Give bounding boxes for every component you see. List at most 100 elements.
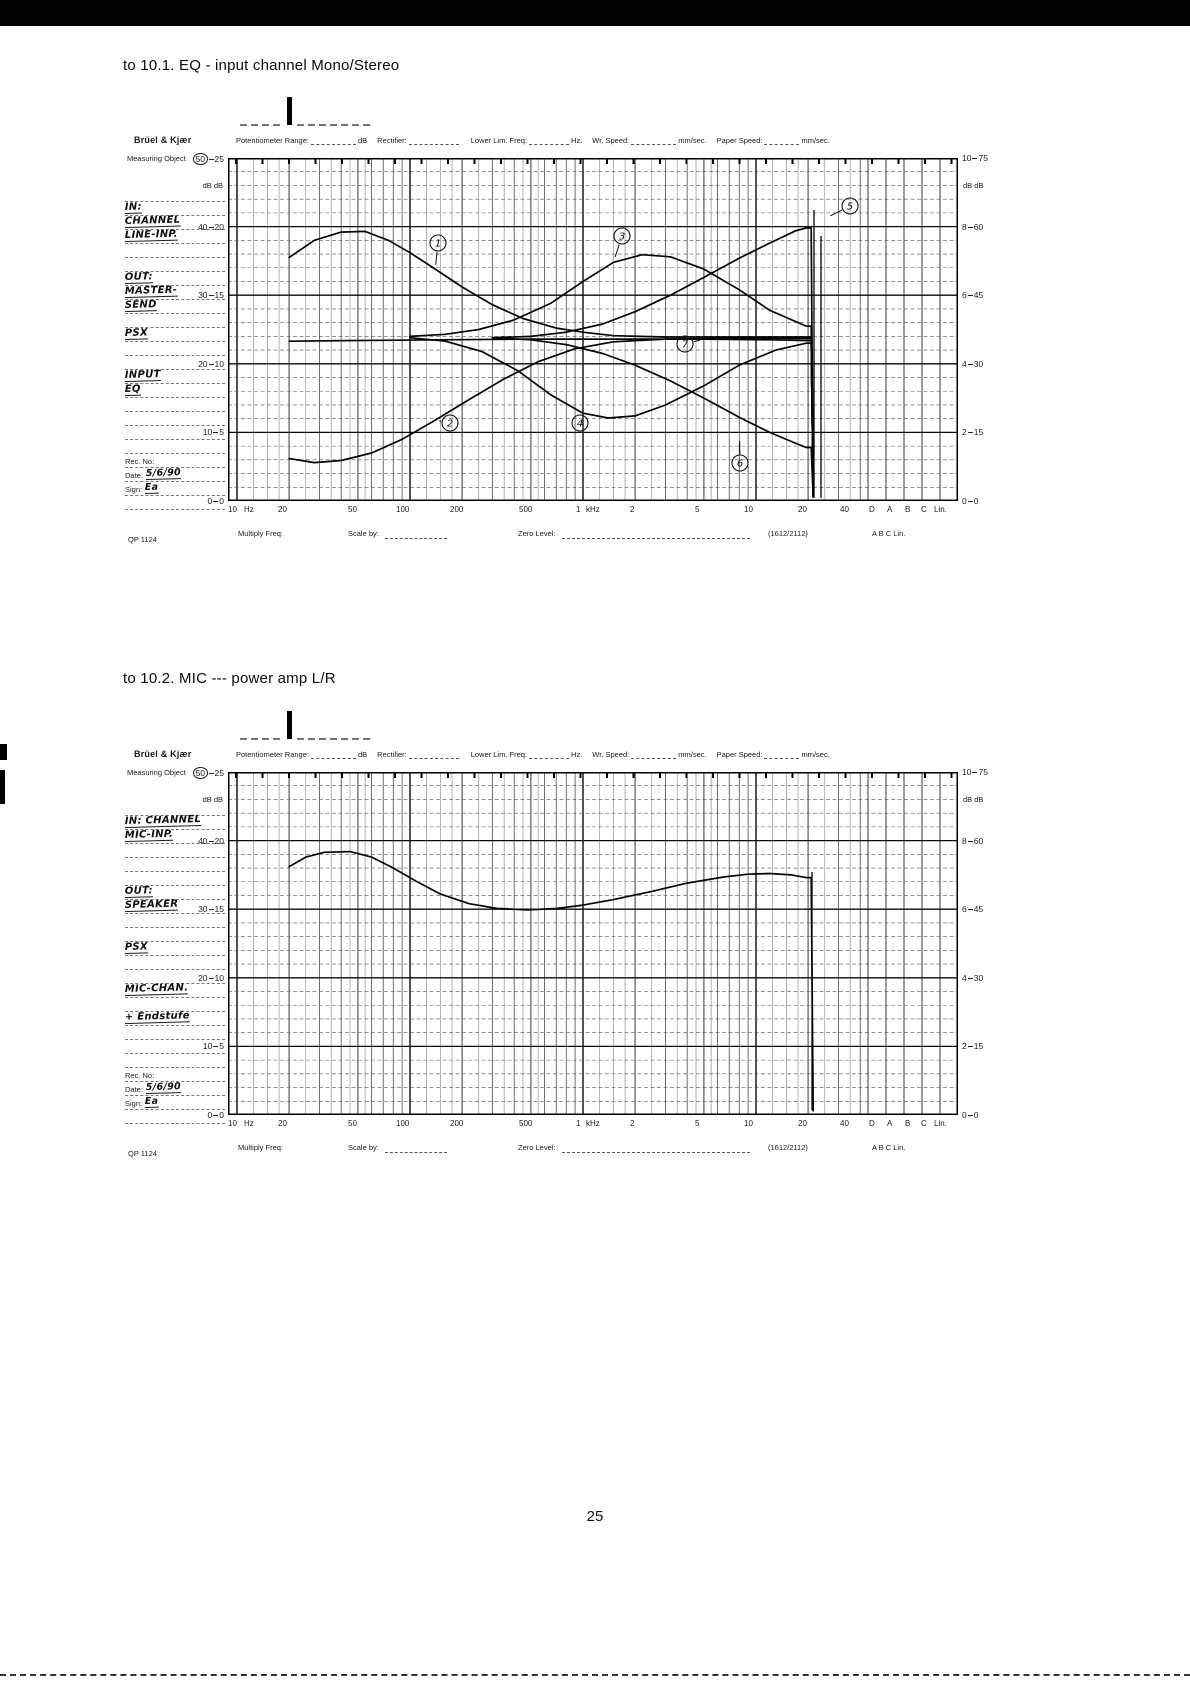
scale-value: 30 <box>973 973 984 983</box>
scale-value: 50 <box>193 153 208 165</box>
chart-paper-mic-power-amp: Brüel & Kjær Measuring Object Potentiome… <box>120 747 1004 1171</box>
paper-model-number: QP 1124 <box>128 1149 157 1158</box>
scale-value: 0 <box>219 496 224 506</box>
scale-value: 20 <box>198 973 208 983</box>
handwritten-text: LINE-INP. <box>124 228 178 242</box>
measuring-object-label: Measuring Object <box>127 154 186 163</box>
object-line: Rec. No: <box>125 454 225 468</box>
curve-number-circle <box>676 335 694 353</box>
brand-logo-text: Brüel & Kjær <box>134 135 192 145</box>
handwritten-text: PSX <box>124 327 149 340</box>
blank-line <box>529 751 570 759</box>
scale-value: 10 <box>214 359 224 369</box>
printed-label: Date: <box>125 471 143 480</box>
field-label: Potentiometer Range: <box>236 750 309 759</box>
object-line <box>125 398 225 412</box>
object-line: OUT: <box>125 271 225 286</box>
paper-footer-fields: Multiply Freq: Scale by: Zero Level: (16… <box>120 1143 1004 1159</box>
blank-line <box>310 137 356 145</box>
curve-number-circle <box>441 414 459 432</box>
field-label: Wr. Speed: <box>592 750 630 759</box>
object-line <box>125 426 225 440</box>
chart-paper-eq-input-channel: Brüel & Kjær Measuring Object Potentiome… <box>120 133 1004 557</box>
grid-lines <box>228 158 958 501</box>
printed-label: Rec. No: <box>125 457 155 466</box>
brand-logo-text: Brüel & Kjær <box>134 749 192 759</box>
scale-value: 45 <box>973 904 984 914</box>
scale-value: 15 <box>214 290 224 300</box>
object-line: Sign: Ea <box>125 1096 225 1110</box>
paper-header-fields: Potentiometer Range: dB Rectifier: Lower … <box>236 750 960 759</box>
handwritten-text: SPEAKER <box>124 898 179 912</box>
scale-value: 8 <box>962 222 967 232</box>
scale-value: 5 <box>219 1041 224 1051</box>
object-line <box>125 914 225 928</box>
x-tick-label: 1 <box>576 1119 581 1128</box>
handwritten-text: OUT: <box>124 885 154 898</box>
curve-2 <box>288 337 815 498</box>
db-unit-label: dB dB <box>963 795 984 804</box>
x-tick-label: 10 <box>744 1119 753 1128</box>
x-tick-label: B <box>905 1119 911 1128</box>
object-line <box>125 314 225 328</box>
printed-label: Rec. No: <box>125 1071 155 1080</box>
scan-artifact-bottom-line <box>0 1674 1190 1676</box>
calibration-pulse-mark <box>240 711 370 740</box>
chart-grid-area: 1 2 3 4 5 6 7 <box>228 158 958 501</box>
x-tick-label: 10 <box>228 505 237 514</box>
handwritten-text: 5/6/90 <box>145 467 182 480</box>
x-tick-label: 2 <box>630 505 635 514</box>
object-line <box>125 1110 225 1124</box>
printed-label: Date: <box>125 1085 143 1094</box>
field-unit: mm/sec. <box>678 136 707 145</box>
handwritten-text: 5/6/90 <box>145 1081 182 1094</box>
scale-value: 25 <box>214 154 224 164</box>
scale-value: 0 <box>962 1110 967 1120</box>
scale-value: 0 <box>219 1110 224 1120</box>
scale-value: 6 <box>962 290 967 300</box>
field-label: Rectifier: <box>377 136 407 145</box>
label-tick <box>830 209 843 217</box>
scan-artifact-mark <box>0 744 7 760</box>
x-tick-label: 50 <box>348 1119 357 1128</box>
scale-value: 15 <box>214 904 224 914</box>
object-line <box>125 1040 225 1054</box>
curve-number-label: 5 <box>847 202 853 213</box>
blank-line <box>764 137 800 145</box>
footer-weighting-labels: A B C Lin. <box>872 529 906 538</box>
x-tick-label: 40 <box>840 1119 849 1128</box>
object-line <box>125 244 225 258</box>
blank-line <box>385 1145 447 1153</box>
curve-3 <box>409 253 815 498</box>
object-line <box>125 1054 225 1068</box>
curve-7 <box>288 338 815 498</box>
x-tick-label: kHz <box>586 505 600 514</box>
footer-label: Zero Level: <box>518 529 556 538</box>
scale-value: 30 <box>198 290 208 300</box>
footer-label: Scale by: <box>348 529 379 538</box>
scale-value: 25 <box>214 768 224 778</box>
handwritten-text: IN: <box>124 201 142 214</box>
scale-value: 60 <box>973 222 984 232</box>
scale-value: 15 <box>973 1041 984 1051</box>
object-line: PSX <box>124 327 225 342</box>
curve-number-circle <box>429 234 447 252</box>
object-line <box>125 802 225 816</box>
scale-value: 4 <box>962 359 967 369</box>
handwritten-text: + Endstufe <box>124 1010 190 1024</box>
x-tick-label: C <box>921 1119 927 1128</box>
object-line <box>125 1026 225 1040</box>
curve-number-circle <box>613 227 631 245</box>
paper-footer-fields: Multiply Freq: Scale by: Zero Level: (16… <box>120 529 1004 545</box>
object-line <box>125 496 225 510</box>
object-line: MASTER- <box>125 285 225 300</box>
object-line <box>125 928 225 942</box>
scale-value: 10 <box>202 1041 213 1051</box>
eq-curves-chart: 1 2 3 4 5 6 7 <box>228 158 958 501</box>
object-line <box>125 970 225 984</box>
x-tick-label: B <box>905 505 911 514</box>
field-unit: dB <box>357 750 368 759</box>
object-line: + Endstufe <box>124 1010 225 1026</box>
